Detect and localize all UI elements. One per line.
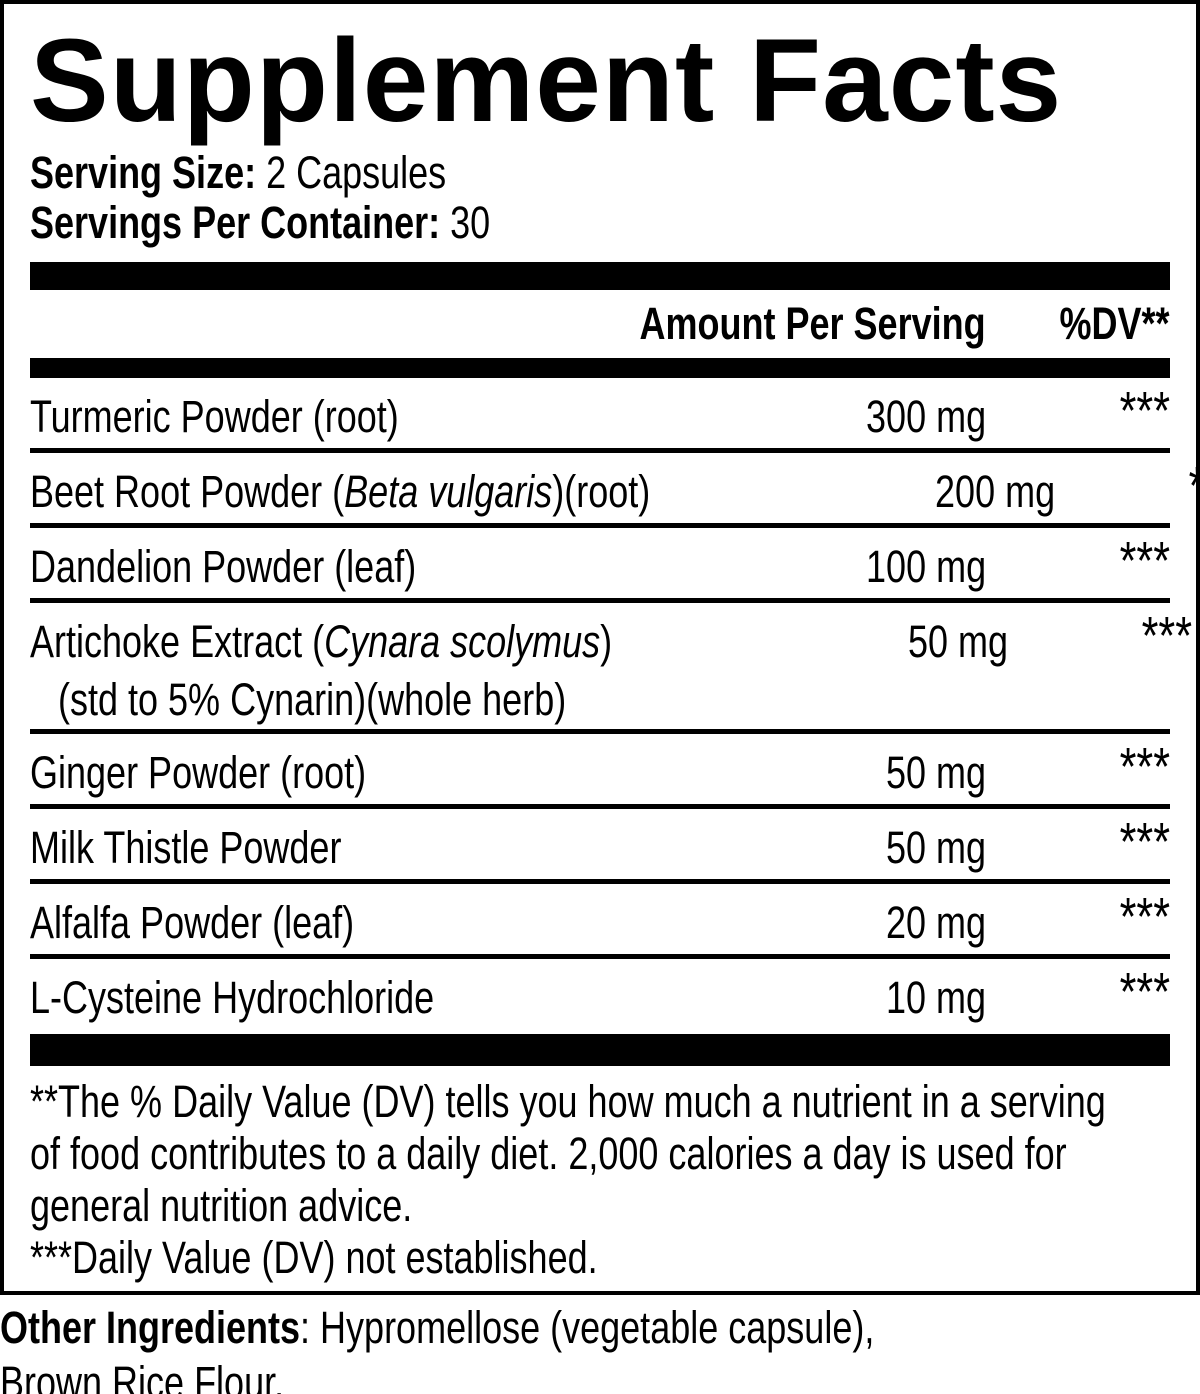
- ingredient-dv: ***: [1119, 531, 1170, 591]
- ingredient-name: Alfalfa Powder (leaf): [30, 897, 355, 948]
- footnote-line: ***Daily Value (DV) not established.: [30, 1232, 598, 1283]
- ingredient-name: Milk Thistle Powder: [30, 822, 342, 873]
- ingredient-dv: ***: [1119, 962, 1170, 1022]
- ingredient-dv: ***: [1119, 887, 1170, 947]
- ingredient-dv: ***: [1119, 812, 1170, 872]
- ingredient-amount: 300 mg: [865, 391, 986, 442]
- table-header-row: Amount Per Serving %DV**: [30, 290, 1170, 358]
- ingredient-dv: ***: [1055, 459, 1200, 521]
- table-row: Artichoke Extract (Cynara scolymus) (std…: [30, 603, 1192, 734]
- other-ingredients-label: Other Ingredients: [0, 1302, 301, 1353]
- divider-bar-bottom: [30, 1034, 1170, 1066]
- other-ingredients: Other Ingredients: Hypromellose (vegetab…: [0, 1300, 1200, 1394]
- ingredient-name: Turmeric Powder (root): [30, 391, 399, 442]
- footnote-line: of food contributes to a daily diet. 2,0…: [30, 1128, 1067, 1179]
- ingredient-name: Dandelion Powder (leaf): [30, 541, 417, 592]
- table-row: L-Cysteine Hydrochloride 10 mg ***: [30, 959, 1170, 1034]
- divider-bar-top: [30, 262, 1170, 290]
- ingredient-amount: 50 mg: [907, 616, 1008, 667]
- serving-info: Serving Size: 2 Capsules Servings Per Co…: [30, 148, 1170, 248]
- dv-footnote: **The % Daily Value (DV) tells you how m…: [30, 1076, 1170, 1284]
- table-row: Ginger Powder (root) 50 mg ***: [30, 734, 1170, 809]
- servings-per-container-label: Servings Per Container:: [30, 197, 441, 248]
- serving-size-value: 2 Capsules: [256, 147, 447, 198]
- ingredient-dv: ***: [1141, 606, 1192, 666]
- ingredient-dv: ***: [1119, 737, 1170, 797]
- serving-size-label: Serving Size:: [30, 147, 257, 198]
- serving-size-line: Serving Size: 2 Capsules: [30, 148, 1170, 198]
- page-title: Supplement Facts: [30, 22, 1170, 140]
- other-ingredients-text: : Hypromellose (vegetable capsule),: [300, 1302, 875, 1353]
- table-row: Alfalfa Powder (leaf) 20 mg ***: [30, 884, 1170, 959]
- amount-header: Amount Per Serving: [639, 298, 986, 349]
- ingredient-name: Beet Root Powder (Beta vulgaris)(root): [30, 466, 651, 517]
- ingredient-amount: 200 mg: [935, 466, 1056, 517]
- footnote-line: **The % Daily Value (DV) tells you how m…: [30, 1076, 1106, 1127]
- ingredient-amount: 50 mg: [885, 747, 986, 798]
- footnote-line: general nutrition advice.: [30, 1180, 413, 1231]
- ingredient-amount: 50 mg: [885, 822, 986, 873]
- dv-header: %DV**: [1059, 298, 1170, 349]
- page-title-text: Supplement Facts: [30, 15, 1063, 147]
- divider-bar-header: [30, 358, 1170, 378]
- ingredient-name: Artichoke Extract (Cynara scolymus) (std…: [30, 613, 758, 729]
- ingredient-name-line2: (std to 5% Cynarin)(whole herb): [58, 674, 567, 725]
- table-row: Turmeric Powder (root) 300 mg ***: [30, 378, 1170, 453]
- servings-per-container-line: Servings Per Container: 30: [30, 198, 1170, 248]
- facts-panel: Supplement Facts Serving Size: 2 Capsule…: [0, 0, 1200, 1295]
- ingredient-name: Ginger Powder (root): [30, 747, 367, 798]
- ingredient-dv: ***: [1119, 381, 1170, 441]
- ingredient-amount: 20 mg: [885, 897, 986, 948]
- table-row: Milk Thistle Powder 50 mg ***: [30, 809, 1170, 884]
- table-row: Dandelion Powder (leaf) 100 mg ***: [30, 528, 1170, 603]
- other-ingredients-line1: Other Ingredients: Hypromellose (vegetab…: [0, 1300, 1200, 1355]
- other-ingredients-line2: Brown Rice Flour.: [0, 1357, 285, 1394]
- table-row: Beet Root Powder (Beta vulgaris)(root) 2…: [30, 453, 1200, 528]
- ingredient-amount: 100 mg: [865, 541, 986, 592]
- ingredient-name: L-Cysteine Hydrochloride: [30, 972, 435, 1023]
- ingredient-amount: 10 mg: [885, 972, 986, 1023]
- dv-header-cell: %DV**: [986, 298, 1170, 350]
- servings-per-container-value: 30: [440, 197, 491, 248]
